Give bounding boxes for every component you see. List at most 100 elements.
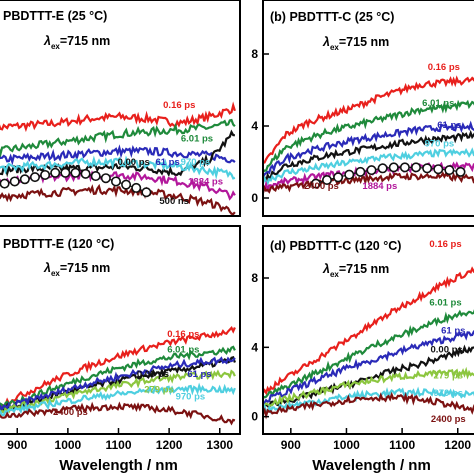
series-label: 61 ps: [155, 157, 179, 168]
open-circle-marker: [40, 169, 51, 180]
open-circle-marker: [422, 163, 433, 174]
panel-1: 0 4 8 (b) PBDTTT-C (25 °C) λex=715 nm 0.16 ps…: [251, 0, 474, 217]
series-label: 970 ps: [433, 388, 463, 399]
series-line-0-16-ps: [263, 75, 474, 164]
series-label: 2400 ps: [304, 181, 339, 192]
panel-2: 900 1000 1100 1200 1300 PBDTTT-E (120 °C) λex=…: [0, 225, 241, 474]
series-label: 2400 ps: [431, 414, 466, 425]
excitation-value: =715 nm: [60, 34, 110, 48]
open-circle-marker: [377, 163, 388, 174]
panel-title-part: PBDTTT-C: [286, 239, 351, 253]
series-label: 0.16 ps: [428, 62, 460, 73]
series-line-0-16-ps: [0, 101, 236, 133]
series-label: 2400 ps: [53, 407, 88, 418]
series-line-61-ps: [263, 330, 474, 405]
lambda-symbol: λ: [322, 35, 330, 49]
series-label: 279 ps: [433, 371, 463, 382]
panel-title: PBDTTT-E (25 °C): [3, 9, 107, 23]
open-circle-marker: [80, 168, 91, 179]
plot-area: [0, 101, 236, 216]
panel-title-part: (d): [270, 239, 286, 253]
open-circle-marker: [60, 167, 71, 178]
series-label: 279 ps: [144, 384, 174, 395]
x-tick-label: 1200: [156, 438, 183, 452]
y-tick-label: 4: [251, 119, 258, 133]
panel-title: PBDTTT-E (120 °C): [3, 237, 114, 251]
series-label: 970 ps: [181, 157, 211, 168]
series-label: 0.16 ps: [429, 239, 461, 250]
series-line-0-16-ps: [263, 266, 474, 396]
series-line-970-ps: [263, 147, 474, 186]
panel-0: PBDTTT-E (25 °C) λex=715 nm 0.16 ps 6.01 ps…: [0, 0, 241, 217]
panel-title-part: PBDTTT-E: [3, 9, 64, 23]
series-label: 61 ps: [187, 369, 211, 380]
x-tick-label: 1300: [206, 438, 233, 452]
series-line-6-01-ps: [263, 99, 474, 173]
excitation-label: λex=715 nm: [322, 35, 389, 52]
series-line-61-ps: [263, 120, 474, 179]
open-circle-marker: [141, 187, 152, 198]
series-label: 970 ps: [425, 139, 455, 150]
open-circle-marker: [366, 165, 377, 176]
open-circle-marker: [310, 178, 321, 189]
lambda-subscript: ex: [330, 270, 339, 279]
open-circle-marker: [50, 167, 61, 178]
x-tick-label: 1100: [105, 438, 131, 452]
open-circle-marker: [121, 179, 132, 190]
lambda-subscript: ex: [330, 43, 339, 52]
series-label: 61 ps: [437, 120, 461, 131]
x-tick-label: 1000: [55, 438, 82, 452]
plot-area: [263, 75, 474, 194]
lambda-symbol: λ: [322, 262, 330, 276]
series-label: 970 ps: [176, 391, 206, 402]
lambda-symbol: λ: [43, 261, 51, 275]
open-circle-marker: [19, 174, 30, 185]
x-axis-label: Wavelength / nm: [312, 457, 431, 474]
series-line-61-ps: [0, 144, 236, 166]
x-tick-label: 1200: [444, 438, 471, 452]
plot-frame: [0, 0, 241, 217]
y-tick-label: 4: [251, 340, 258, 354]
open-circle-marker: [444, 165, 455, 176]
x-tick-label: 900: [7, 438, 27, 452]
excitation-label: λex=715 nm: [322, 262, 389, 279]
series-line-279-ps: [0, 369, 236, 415]
open-circle-marker: [399, 162, 410, 173]
excitation-value: =715 nm: [60, 261, 110, 275]
x-tick-label: 1100: [389, 438, 415, 452]
open-circle-marker: [131, 182, 142, 193]
series-label: 0.00 ps: [118, 157, 150, 168]
open-circle-marker: [333, 172, 344, 183]
series-line-279-ps: [263, 366, 474, 408]
panel-title-part: (120 °C): [351, 239, 401, 253]
plot-area: [0, 326, 236, 426]
series-label: 6.01 ps: [429, 298, 461, 309]
open-circle-marker: [355, 166, 366, 177]
plot-frame: [262, 0, 474, 217]
excitation-value: =715 nm: [339, 35, 389, 49]
open-circle-marker: [0, 178, 10, 189]
series-label: 0.16 ps: [167, 329, 199, 340]
open-circle-marker: [110, 176, 121, 187]
panel-title-part: (25 °C): [351, 10, 394, 24]
open-circle-marker: [433, 164, 444, 175]
open-circle-marker: [90, 171, 101, 182]
panel-title: (b) PBDTTT-C (25 °C): [270, 10, 394, 24]
lambda-subscript: ex: [51, 269, 60, 278]
panel-title-part: (25 °C): [64, 9, 107, 23]
panel-title-part: (120 °C): [64, 237, 114, 251]
series-label: 1884 ps: [188, 177, 223, 188]
series-line-2400-ps: [263, 391, 474, 420]
open-circle-marker: [321, 175, 332, 186]
series-line-61-ps: [0, 356, 236, 411]
panel-title: (d) PBDTTT-C (120 °C): [270, 239, 401, 253]
series-line-970-ps: [0, 155, 236, 180]
series-label: 6.01 ps: [181, 133, 213, 144]
series-line-2400-ps: [0, 401, 236, 426]
panel-title-part: PBDTTT-E: [3, 237, 64, 251]
open-circle-marker: [388, 162, 399, 173]
series-line-970-ps: [0, 382, 236, 416]
series-label: 61 ps: [441, 325, 465, 336]
excitation-label: λex=715 nm: [43, 261, 110, 278]
